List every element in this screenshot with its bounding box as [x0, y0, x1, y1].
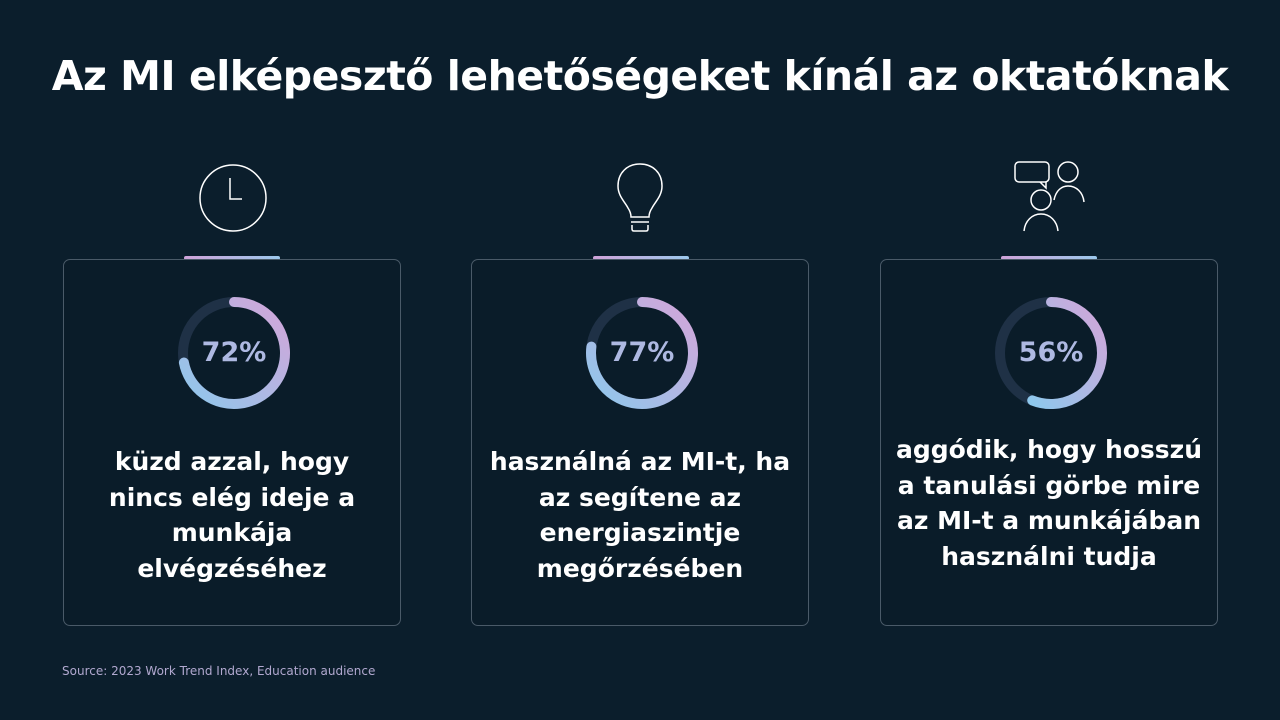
donut-progress-arc	[586, 297, 698, 409]
donut-ring	[582, 293, 702, 413]
people-chat-icon	[1010, 158, 1090, 238]
donut-ring	[991, 293, 1111, 413]
stat-description: aggódik, hogy hosszú a tanulási görbe mi…	[895, 435, 1203, 571]
lightbulb-icon	[600, 158, 680, 238]
clock-icon	[193, 158, 273, 238]
stat-description: használná az MI-t, ha az segítene az ene…	[489, 447, 791, 583]
stat-card: 72% küzd azzal, hogy nincs elég ideje a …	[63, 259, 401, 626]
stat-card: 77% használná az MI-t, ha az segítene az…	[471, 259, 809, 626]
donut-ring	[174, 293, 294, 413]
page-title: Az MI elképesztő lehetőségeket kínál az …	[51, 52, 1229, 100]
percent-value: 72%	[201, 337, 267, 368]
donut-progress-arc	[1027, 297, 1107, 409]
donut-progress-arc	[178, 297, 290, 409]
card-accent-bar	[1001, 256, 1097, 260]
card-accent-bar	[593, 256, 689, 260]
stat-card: 56% aggódik, hogy hosszú a tanulási görb…	[880, 259, 1218, 626]
source-note: Source: 2023 Work Trend Index, Education…	[62, 664, 376, 678]
percent-value: 56%	[1018, 337, 1084, 368]
stat-description: küzd azzal, hogy nincs elég ideje a munk…	[108, 447, 356, 583]
card-accent-bar	[184, 256, 280, 260]
percent-value: 77%	[609, 337, 675, 368]
